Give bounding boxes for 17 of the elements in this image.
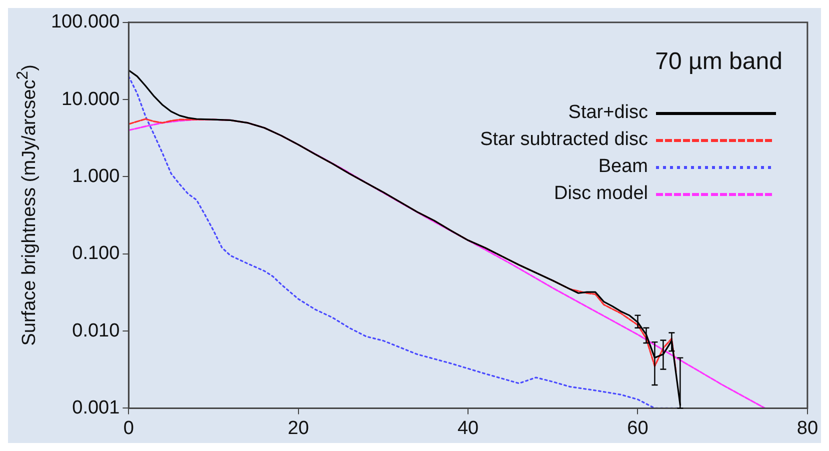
x-tick-label: 80	[796, 418, 818, 439]
x-tick-label: 20	[288, 418, 309, 439]
legend-label: Star+disc	[568, 101, 648, 125]
x-tick-label: 40	[457, 418, 479, 439]
y-tick-label: 10.000	[62, 88, 120, 110]
y-tick-label: 100.000	[50, 12, 120, 33]
legend-label: Disc model	[554, 182, 648, 206]
y-tick-label: 0.001	[72, 397, 120, 418]
y-tick-label: 0.100	[72, 243, 120, 264]
annotation: 70 µm band	[655, 48, 782, 76]
x-tick-label: 60	[627, 418, 648, 439]
line-series	[128, 118, 766, 408]
x-tick-label: 0	[123, 418, 134, 439]
y-tick-label: 1.000	[72, 166, 120, 187]
legend-label: Star subtracted disc	[480, 128, 648, 152]
legend-label: Beam	[598, 155, 648, 179]
y-tick-label: 0.010	[72, 320, 120, 342]
